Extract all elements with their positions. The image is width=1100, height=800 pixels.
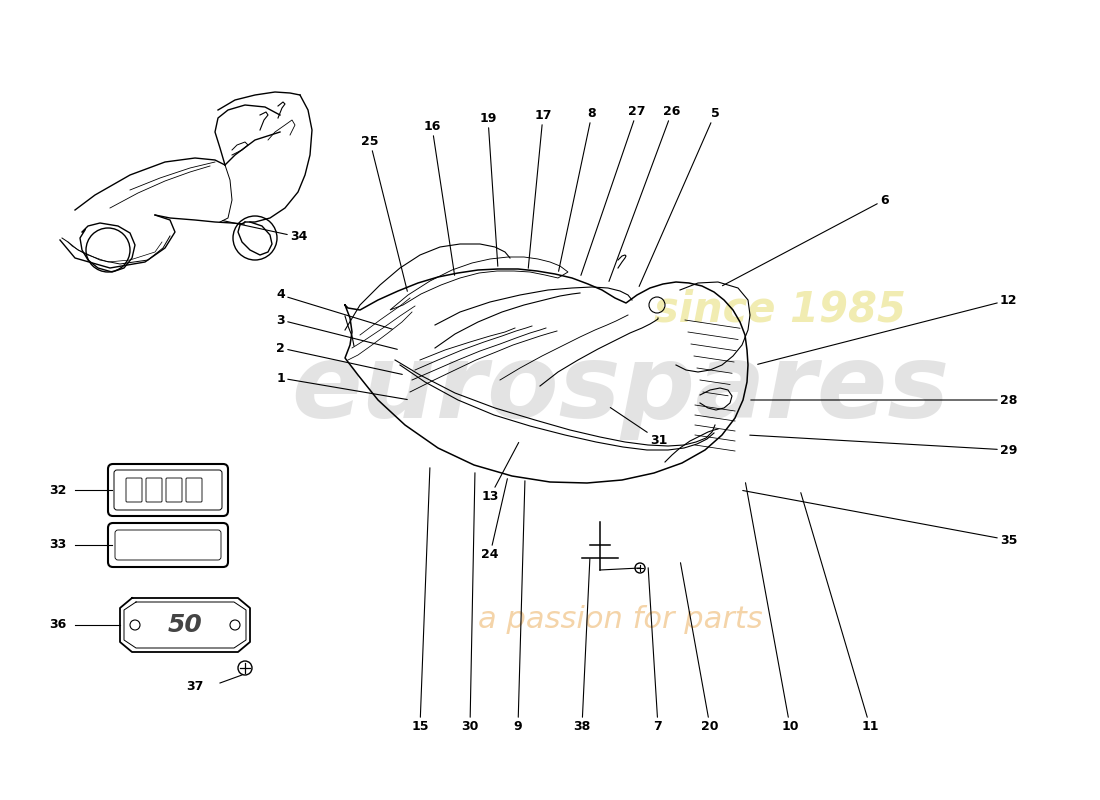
Text: 30: 30: [461, 473, 478, 733]
Text: 5: 5: [639, 107, 719, 286]
Text: 38: 38: [573, 558, 591, 733]
Text: 19: 19: [480, 112, 498, 266]
Text: 37: 37: [186, 679, 204, 693]
Text: 26: 26: [609, 105, 681, 282]
Text: 13: 13: [482, 442, 519, 503]
Text: 25: 25: [361, 135, 407, 291]
Text: 8: 8: [559, 107, 596, 271]
Text: 6: 6: [723, 194, 889, 286]
Text: 17: 17: [528, 109, 552, 268]
Text: 3: 3: [276, 314, 397, 350]
Text: 50: 50: [167, 613, 202, 637]
Text: 28: 28: [751, 394, 1018, 406]
Text: 10: 10: [746, 482, 799, 733]
Text: 29: 29: [750, 435, 1018, 457]
Text: a passion for parts: a passion for parts: [477, 606, 762, 634]
Text: 24: 24: [482, 478, 507, 561]
Text: 33: 33: [50, 538, 67, 551]
Text: 32: 32: [50, 483, 67, 497]
Text: 35: 35: [742, 490, 1018, 546]
Text: 27: 27: [581, 105, 646, 275]
Text: 4: 4: [276, 289, 393, 329]
Text: 20: 20: [681, 562, 718, 733]
Text: 34: 34: [222, 221, 307, 243]
Text: eurospares: eurospares: [290, 339, 949, 441]
Text: 16: 16: [424, 120, 454, 275]
Text: 9: 9: [514, 481, 525, 733]
Text: 7: 7: [648, 568, 662, 733]
Text: 12: 12: [758, 294, 1018, 364]
Text: since 1985: since 1985: [654, 289, 906, 331]
Text: 31: 31: [610, 407, 668, 446]
Text: 2: 2: [276, 342, 403, 374]
Text: 1: 1: [276, 371, 407, 399]
Text: 15: 15: [411, 468, 430, 733]
Text: 11: 11: [801, 493, 879, 733]
Text: 36: 36: [50, 618, 67, 631]
